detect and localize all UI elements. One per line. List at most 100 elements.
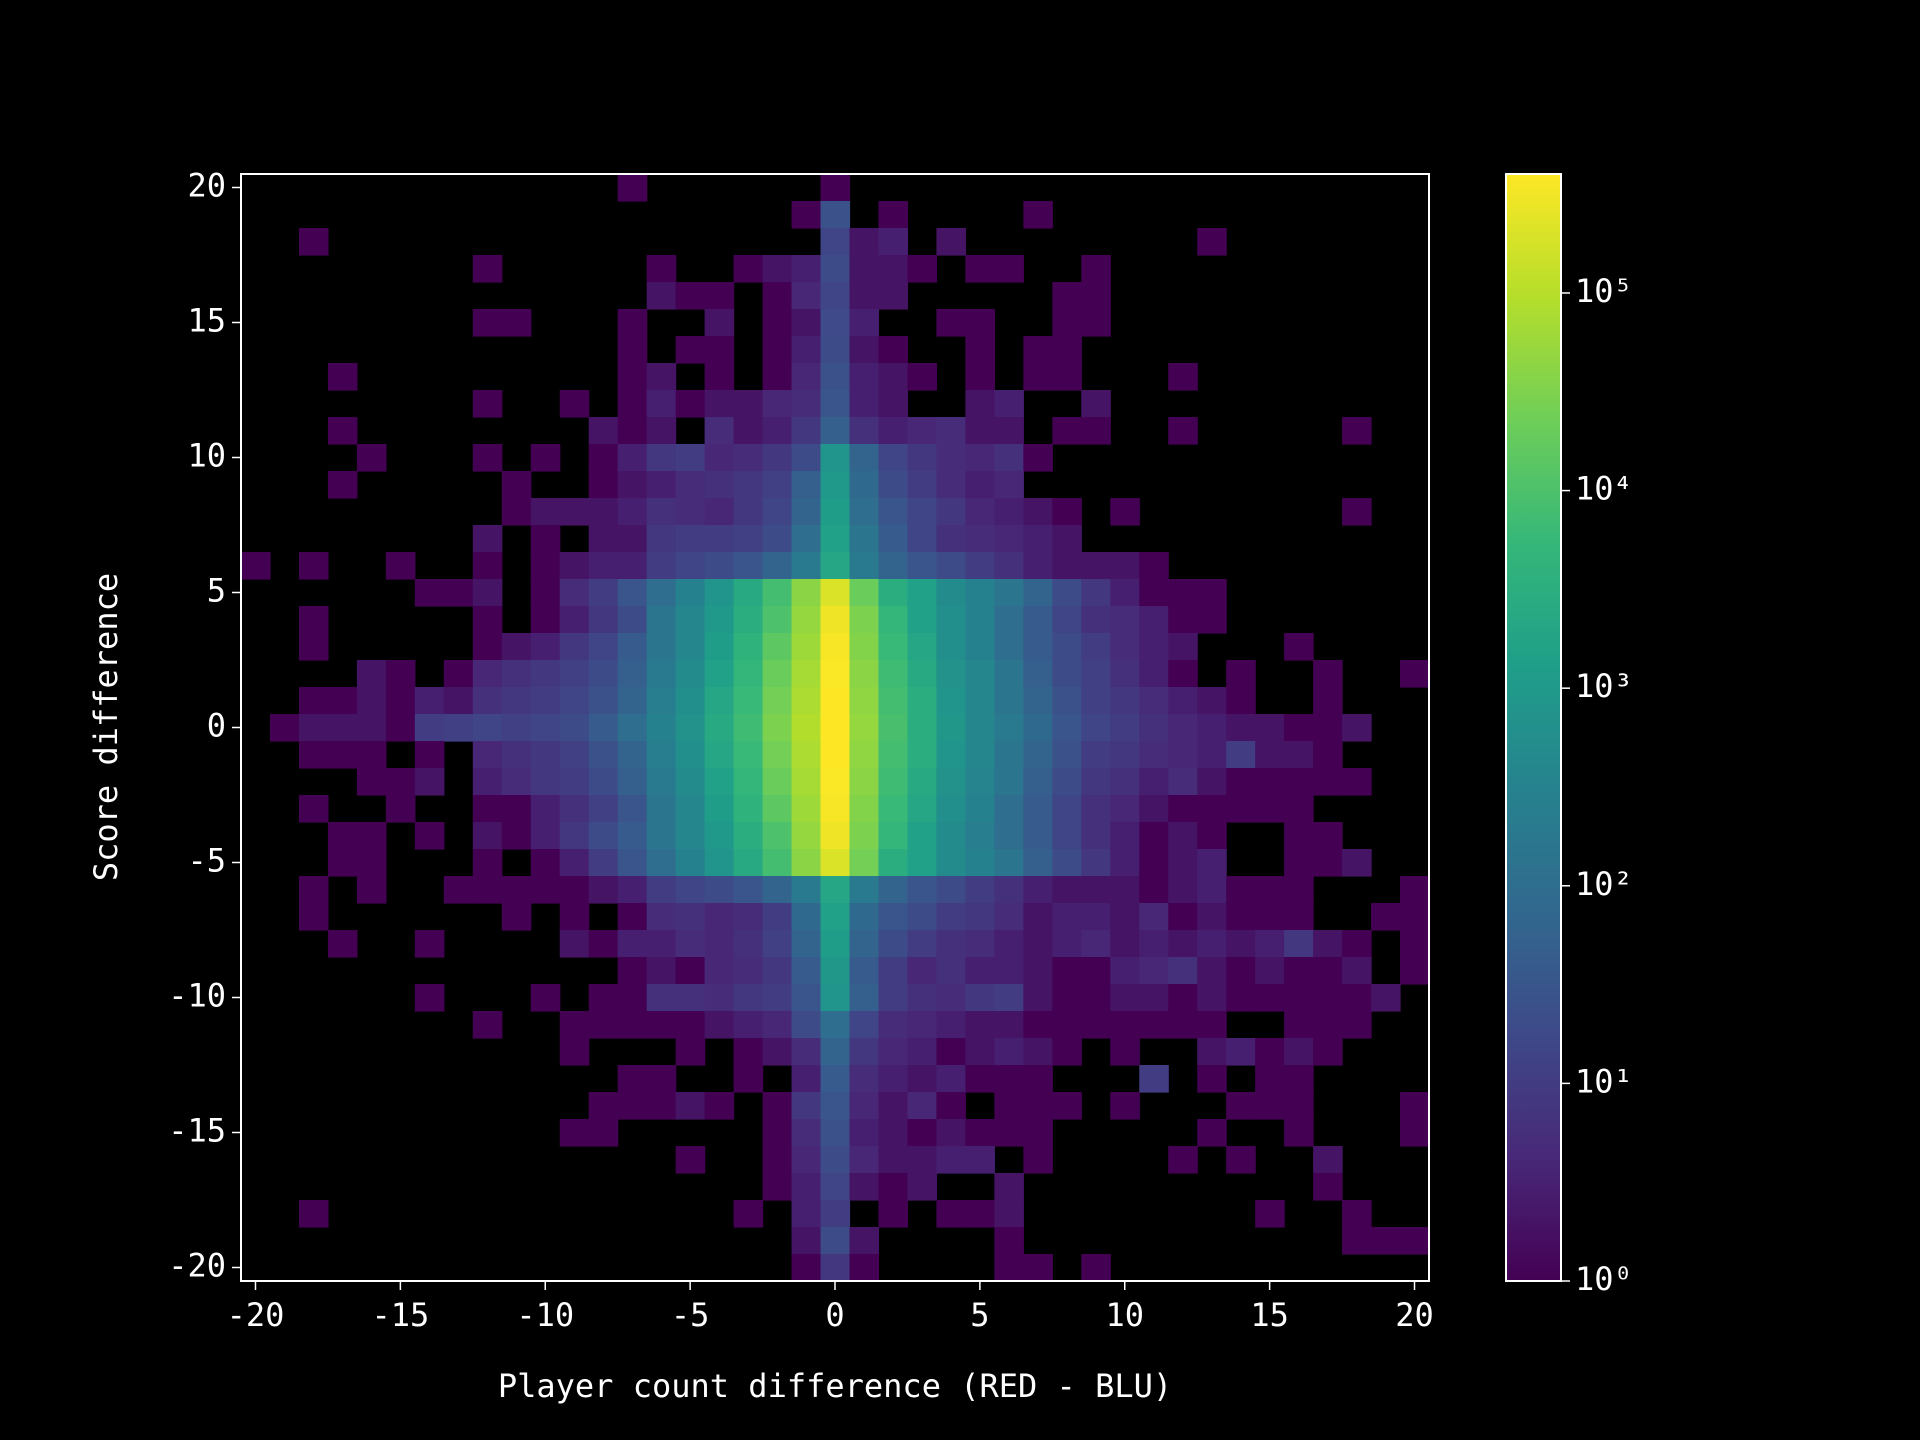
heatmap-cell <box>907 795 938 823</box>
heatmap-cell <box>1226 930 1256 958</box>
heatmap-cell <box>1284 1011 1314 1039</box>
heatmap-cell <box>704 957 735 985</box>
heatmap-cell <box>1081 606 1111 634</box>
heatmap-cell <box>617 822 648 850</box>
heatmap-cell <box>849 1092 880 1120</box>
heatmap-cell <box>791 579 822 607</box>
heatmap-cell <box>1255 876 1285 904</box>
heatmap-cell <box>907 633 938 661</box>
heatmap-cell <box>733 525 764 553</box>
heatmap-cell <box>1139 984 1169 1012</box>
heatmap-cell <box>820 390 851 418</box>
heatmap-cell <box>675 444 706 472</box>
heatmap-cell <box>646 444 677 472</box>
heatmap-cell <box>820 1227 851 1255</box>
heatmap-cell <box>1400 930 1430 958</box>
heatmap-cell <box>472 633 503 661</box>
heatmap-cell <box>704 363 735 391</box>
heatmap-cell <box>472 1011 503 1039</box>
heatmap-cell <box>878 903 909 931</box>
heatmap-cell <box>617 903 648 931</box>
heatmap-cell <box>878 930 909 958</box>
heatmap-cell <box>878 1065 909 1093</box>
heatmap-cell <box>762 255 793 283</box>
heatmap-cell <box>617 714 648 742</box>
heatmap-cell <box>733 849 764 877</box>
heatmap-cell <box>675 660 706 688</box>
heatmap-cell <box>617 930 648 958</box>
heatmap-cell <box>617 849 648 877</box>
heatmap-cell <box>1284 1119 1314 1147</box>
heatmap-cell <box>1081 795 1111 823</box>
heatmap-cell <box>1342 1200 1372 1228</box>
heatmap-cell <box>675 741 706 769</box>
heatmap-cell <box>791 525 822 553</box>
heatmap-cell <box>791 1200 822 1228</box>
y-tick-label: 15 <box>187 302 226 340</box>
heatmap-cell <box>1197 876 1227 904</box>
heatmap-cell <box>849 984 880 1012</box>
heatmap-cell <box>1197 1038 1227 1066</box>
heatmap-cell <box>1052 660 1082 688</box>
heatmap-cell <box>965 660 995 688</box>
heatmap-cell <box>1168 795 1198 823</box>
x-tick-label: 20 <box>1395 1296 1434 1334</box>
heatmap-cell <box>646 957 677 985</box>
heatmap-cell <box>1313 849 1343 877</box>
heatmap-cell <box>1023 336 1053 364</box>
heatmap-cell <box>733 822 764 850</box>
heatmap-cell <box>849 498 880 526</box>
heatmap-cell <box>356 741 387 769</box>
heatmap-cell <box>1342 714 1372 742</box>
heatmap-cell <box>704 606 735 634</box>
heatmap-cell <box>704 822 735 850</box>
heatmap-cell <box>1023 849 1053 877</box>
heatmap-cell <box>907 687 938 715</box>
heatmap-cell <box>1226 660 1256 688</box>
heatmap-cell <box>1139 552 1169 580</box>
heatmap-cell <box>472 876 503 904</box>
heatmap-cell <box>1313 768 1343 796</box>
heatmap-cell <box>675 768 706 796</box>
heatmap-cell <box>1023 741 1053 769</box>
heatmap-cell <box>994 606 1024 634</box>
heatmap-cell <box>559 795 590 823</box>
heatmap-cell <box>1110 957 1140 985</box>
heatmap-cell <box>994 444 1024 472</box>
heatmap-cell <box>1081 930 1111 958</box>
heatmap-cell <box>559 552 590 580</box>
heatmap-cell <box>530 768 561 796</box>
heatmap-cell <box>327 714 358 742</box>
heatmap-cell <box>704 876 735 904</box>
heatmap-cell <box>1284 633 1314 661</box>
heatmap-cell <box>733 417 764 445</box>
heatmap-cell <box>994 1254 1024 1282</box>
heatmap-cell <box>1052 714 1082 742</box>
heatmap-cell <box>1110 768 1140 796</box>
heatmap-cell <box>733 255 764 283</box>
heatmap-cell <box>617 174 648 202</box>
heatmap-cell <box>820 1173 851 1201</box>
heatmap-cell <box>907 1119 938 1147</box>
heatmap-cell <box>617 687 648 715</box>
heatmap-cell <box>849 849 880 877</box>
heatmap-cell <box>791 282 822 310</box>
heatmap-cell <box>762 633 793 661</box>
heatmap-cell <box>646 417 677 445</box>
heatmap-cell <box>791 957 822 985</box>
heatmap-cell <box>1400 1092 1430 1120</box>
heatmap-cell <box>646 390 677 418</box>
heatmap-cell <box>617 417 648 445</box>
heatmap-cell <box>1197 903 1227 931</box>
heatmap-cell <box>965 498 995 526</box>
heatmap-cell <box>443 714 474 742</box>
heatmap-cell <box>1023 498 1053 526</box>
heatmap-cell <box>936 795 966 823</box>
heatmap-cell <box>675 930 706 958</box>
heatmap-cell <box>936 714 966 742</box>
heatmap-cell <box>791 714 822 742</box>
heatmap-cell <box>1168 606 1198 634</box>
heatmap-cell <box>791 876 822 904</box>
heatmap-cell <box>762 1119 793 1147</box>
heatmap-cell <box>1197 228 1227 256</box>
